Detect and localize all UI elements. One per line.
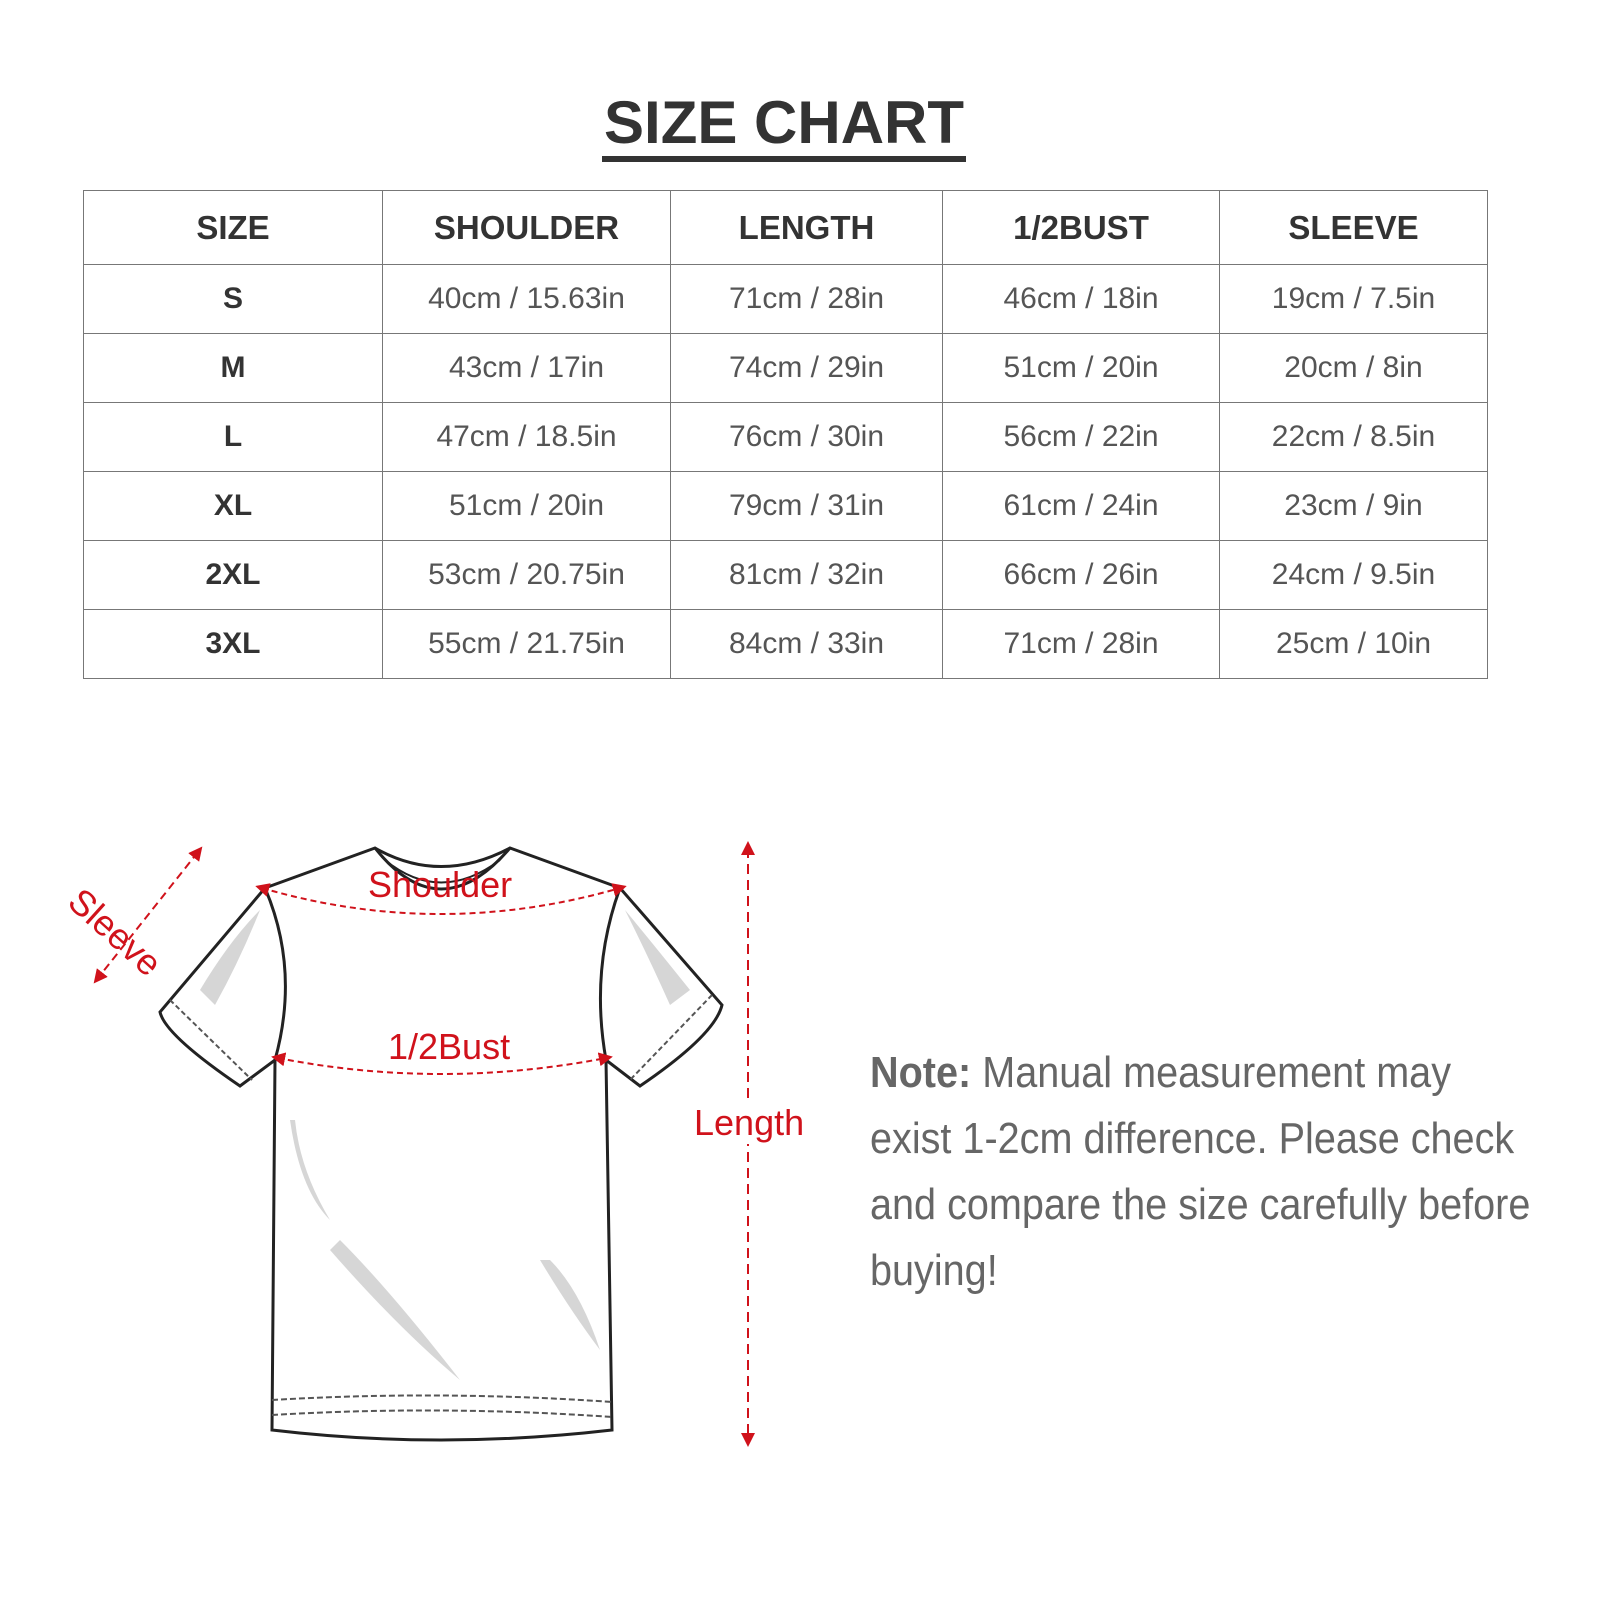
measurement-cell: 61cm / 24in — [942, 471, 1220, 541]
measurement-cell: 74cm / 29in — [670, 333, 943, 403]
measurement-cell: 20cm / 8in — [1219, 333, 1488, 403]
table-header-row: SIZE SHOULDER LENGTH 1/2BUST SLEEVE — [83, 190, 1488, 265]
measurement-cell: 40cm / 15.63in — [382, 264, 671, 334]
table-row: XL 51cm / 20in 79cm / 31in 61cm / 24in 23cm … — [83, 471, 1488, 541]
size-cell: XL — [83, 471, 383, 541]
measurement-cell: 51cm / 20in — [382, 471, 671, 541]
size-table: SIZE SHOULDER LENGTH 1/2BUST SLEEVE S 40c… — [83, 190, 1488, 679]
table-row: 2XL 53cm / 20.75in 81cm / 32in 66cm / 26in 2… — [83, 540, 1488, 610]
measurement-cell: 24cm / 9.5in — [1219, 540, 1488, 610]
measurement-cell: 81cm / 32in — [670, 540, 943, 610]
shoulder-label: Shoulder — [368, 864, 513, 905]
measurement-cell: 76cm / 30in — [670, 402, 943, 472]
tshirt-outline — [158, 846, 724, 1442]
measurement-cell: 79cm / 31in — [670, 471, 943, 541]
measurement-cell: 53cm / 20.75in — [382, 540, 671, 610]
header-sleeve: SLEEVE — [1219, 190, 1488, 265]
measurement-cell: 66cm / 26in — [942, 540, 1220, 610]
page-title: SIZE CHART — [0, 88, 1568, 162]
measurement-cell: 23cm / 9in — [1219, 471, 1488, 541]
measurement-cell: 84cm / 33in — [670, 609, 943, 679]
size-cell: M — [83, 333, 383, 403]
tshirt-illustration — [93, 841, 755, 1447]
measurement-cell: 46cm / 18in — [942, 264, 1220, 334]
measurement-cell: 51cm / 20in — [942, 333, 1220, 403]
header-bust: 1/2BUST — [942, 190, 1220, 265]
bust-measure-line — [271, 1052, 613, 1075]
header-length: LENGTH — [670, 190, 943, 265]
size-cell: 2XL — [83, 540, 383, 610]
header-size: SIZE — [83, 190, 383, 265]
note-text: Note: Manual measurement may exist 1-2cm… — [870, 1048, 1531, 1295]
shoulder-measure-line — [255, 883, 627, 915]
measurement-cell: 56cm / 22in — [942, 402, 1220, 472]
size-cell: 3XL — [83, 609, 383, 679]
measurement-cell: 43cm / 17in — [382, 333, 671, 403]
measurement-cell: 47cm / 18.5in — [382, 402, 671, 472]
measurement-cell: 71cm / 28in — [942, 609, 1220, 679]
table-row: L 47cm / 18.5in 76cm / 30in 56cm / 22in 22cm… — [83, 402, 1488, 472]
tshirt-diagram: Sleeve Shoulder 1/2Bust Length — [0, 790, 860, 1490]
table-row: M 43cm / 17in 74cm / 29in 51cm / 20in 20cm /… — [83, 333, 1488, 403]
table-row: 3XL 55cm / 21.75in 84cm / 33in 71cm / 28in 2… — [83, 609, 1488, 679]
measurement-cell: 22cm / 8.5in — [1219, 402, 1488, 472]
measurement-cell: 71cm / 28in — [670, 264, 943, 334]
table-row: S 40cm / 15.63in 71cm / 28in 46cm / 18in 19c… — [83, 264, 1488, 334]
size-cell: S — [83, 264, 383, 334]
measurement-cell: 25cm / 10in — [1219, 609, 1488, 679]
measurement-cell: 55cm / 21.75in — [382, 609, 671, 679]
header-shoulder: SHOULDER — [382, 190, 671, 265]
length-label: Length — [694, 1102, 805, 1144]
measurement-cell: 19cm / 7.5in — [1219, 264, 1488, 334]
bust-label: 1/2Bust — [388, 1026, 511, 1067]
size-cell: L — [83, 402, 383, 472]
sleeve-measure-line — [93, 846, 203, 984]
